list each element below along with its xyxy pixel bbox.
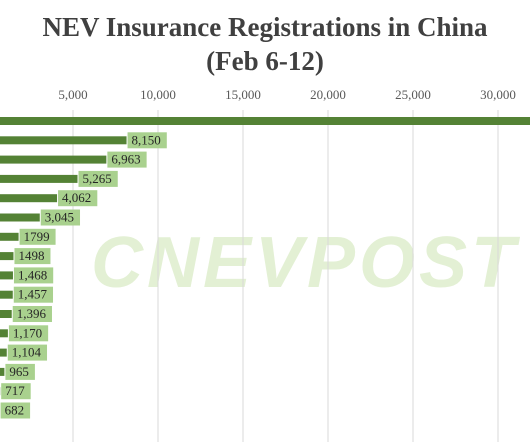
value-label-box bbox=[40, 209, 81, 226]
value-label-box bbox=[107, 151, 147, 168]
bar bbox=[0, 213, 40, 222]
x-tick-label: 30,000 bbox=[480, 87, 516, 102]
bar bbox=[0, 136, 127, 145]
value-label-box bbox=[19, 228, 56, 245]
value-label: 8,150 bbox=[132, 132, 161, 147]
x-tick-label: 15,000 bbox=[225, 87, 261, 102]
value-label: 1,104 bbox=[12, 345, 42, 360]
bar bbox=[0, 310, 12, 318]
value-label-box bbox=[0, 402, 31, 419]
x-tick-label: 25,000 bbox=[395, 87, 431, 102]
value-label-box bbox=[1, 383, 31, 400]
value-label-box bbox=[14, 248, 51, 265]
bar bbox=[0, 174, 78, 183]
value-label: 4,062 bbox=[62, 190, 91, 205]
bar bbox=[0, 290, 13, 299]
chart-title: NEV Insurance Registrations in China bbox=[42, 12, 488, 42]
bar bbox=[0, 348, 7, 357]
x-tick-label: 5,000 bbox=[58, 87, 87, 102]
bar bbox=[0, 155, 107, 164]
value-label-box bbox=[58, 190, 98, 207]
value-label-box bbox=[13, 267, 54, 284]
value-label: 5,265 bbox=[83, 171, 112, 186]
value-label: 3,045 bbox=[45, 209, 74, 224]
value-label: 1799 bbox=[24, 229, 50, 244]
value-label: 717 bbox=[5, 383, 25, 398]
watermark: CNEVPOST bbox=[91, 223, 521, 303]
value-label: 965 bbox=[9, 364, 29, 379]
x-tick-label: 10,000 bbox=[140, 87, 176, 102]
value-label: 1,468 bbox=[18, 267, 47, 282]
bar bbox=[0, 367, 5, 376]
value-label: 1,457 bbox=[18, 287, 48, 302]
value-label-box bbox=[127, 132, 167, 149]
value-label-box bbox=[78, 170, 118, 187]
value-label: 1,170 bbox=[13, 325, 42, 340]
value-label: 6,963 bbox=[111, 152, 140, 167]
bar bbox=[0, 271, 13, 280]
value-label-box bbox=[8, 325, 49, 342]
value-label-box bbox=[5, 363, 35, 380]
bar bbox=[0, 329, 8, 338]
value-label: 682 bbox=[5, 402, 25, 417]
value-label-box bbox=[7, 344, 48, 361]
value-label: 1,396 bbox=[17, 306, 47, 321]
x-tick-label: 20,000 bbox=[310, 87, 346, 102]
value-label-box bbox=[13, 286, 54, 303]
value-label-box bbox=[12, 306, 52, 322]
bar bbox=[0, 194, 58, 203]
bar bbox=[0, 232, 19, 241]
bar bbox=[0, 252, 14, 261]
bar bbox=[0, 117, 530, 125]
chart-title: (Feb 6-12) bbox=[206, 46, 324, 76]
value-label: 1498 bbox=[18, 248, 44, 263]
